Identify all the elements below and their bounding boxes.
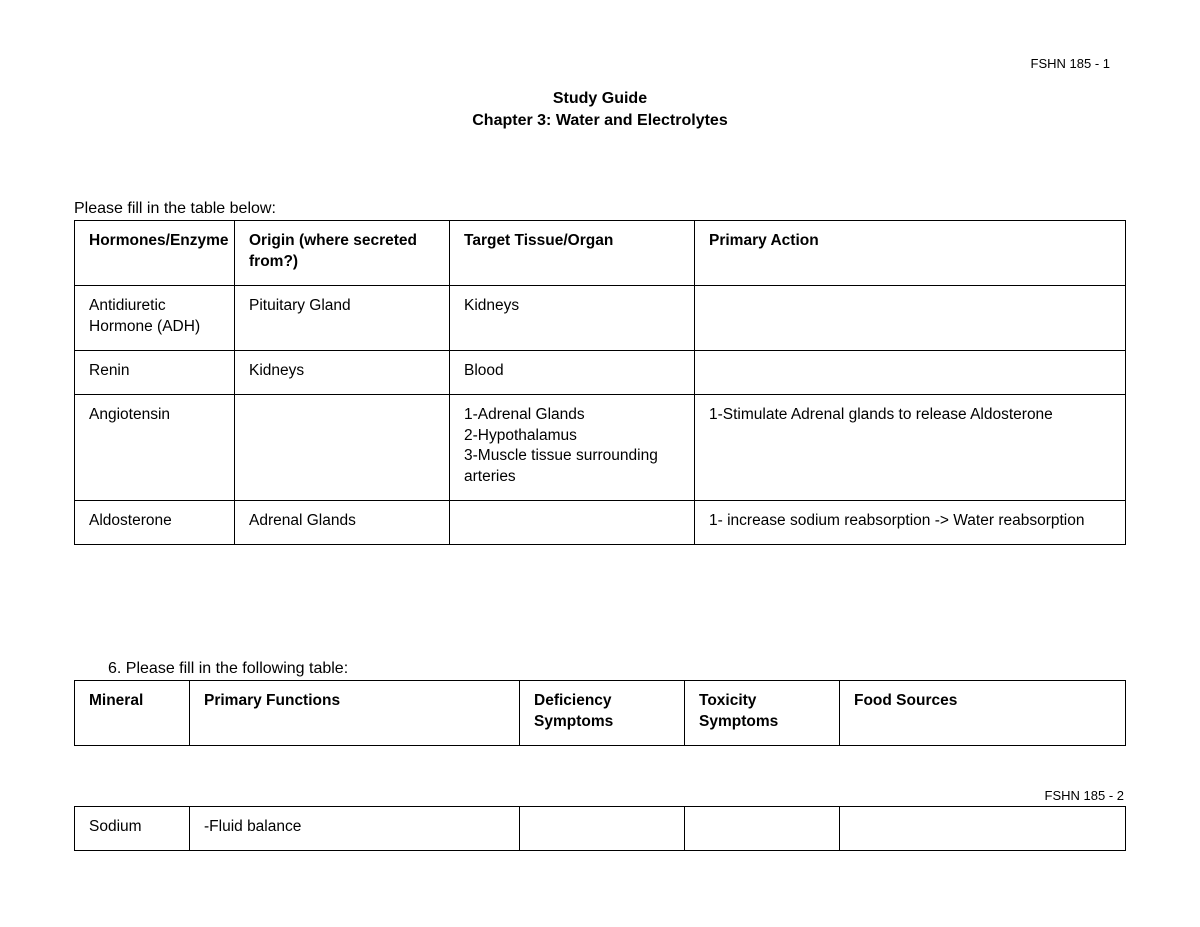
cell: Antidiuretic Hormone (ADH) [75,285,235,350]
table-3-wrap: Sodium -Fluid balance [74,806,1126,851]
hormones-table: Hormones/Enzyme Origin (where secreted f… [74,220,1126,545]
cell [695,285,1126,350]
th-food: Food Sources [840,681,1126,746]
th-toxicity: Toxicity Symptoms [685,681,840,746]
table-row: Antidiuretic Hormone (ADH) Pituitary Gla… [75,285,1126,350]
table-row: Sodium -Fluid balance [75,807,1126,851]
title-line-1: Study Guide [0,88,1200,110]
th-hormones: Hormones/Enzyme [75,221,235,286]
th-action: Primary Action [695,221,1126,286]
table-row: Renin Kidneys Blood [75,350,1126,394]
title-block: Study Guide Chapter 3: Water and Electro… [0,88,1200,131]
cell: Angiotensin [75,394,235,501]
th-target: Target Tissue/Organ [450,221,695,286]
table-header-row: Hormones/Enzyme Origin (where secreted f… [75,221,1126,286]
cell [685,807,840,851]
th-origin: Origin (where secreted from?) [235,221,450,286]
cell: Renin [75,350,235,394]
cell: Aldosterone [75,501,235,545]
table-row: Angiotensin 1-Adrenal Glands 2-Hypothala… [75,394,1126,501]
cell: 1-Adrenal Glands 2-Hypothalamus 3-Muscle… [450,394,695,501]
table-header-row: Mineral Primary Functions Deficiency Sym… [75,681,1126,746]
page: FSHN 185 - 1 Study Guide Chapter 3: Wate… [0,0,1200,927]
minerals-header-table: Mineral Primary Functions Deficiency Sym… [74,680,1126,746]
cell: Sodium [75,807,190,851]
cell [840,807,1126,851]
cell: 1- increase sodium reabsorption -> Water… [695,501,1126,545]
cell [235,394,450,501]
cell: Adrenal Glands [235,501,450,545]
th-deficiency: Deficiency Symptoms [520,681,685,746]
cell: Kidneys [235,350,450,394]
cell [695,350,1126,394]
title-line-2: Chapter 3: Water and Electrolytes [0,110,1200,132]
th-mineral: Mineral [75,681,190,746]
cell: Blood [450,350,695,394]
page-number-1: FSHN 185 - 1 [1031,56,1110,71]
page-number-2: FSHN 185 - 2 [1045,788,1124,803]
table-2-wrap: Mineral Primary Functions Deficiency Sym… [74,680,1126,746]
minerals-row-table: Sodium -Fluid balance [74,806,1126,851]
cell: Pituitary Gland [235,285,450,350]
table-row: Aldosterone Adrenal Glands 1- increase s… [75,501,1126,545]
cell: Kidneys [450,285,695,350]
cell: -Fluid balance [190,807,520,851]
th-functions: Primary Functions [190,681,520,746]
instruction-1: Please fill in the table below: [74,200,276,218]
cell [450,501,695,545]
instruction-2: 6. Please fill in the following table: [108,660,348,678]
table-1-wrap: Hormones/Enzyme Origin (where secreted f… [74,220,1126,545]
cell [520,807,685,851]
cell: 1-Stimulate Adrenal glands to release Al… [695,394,1126,501]
